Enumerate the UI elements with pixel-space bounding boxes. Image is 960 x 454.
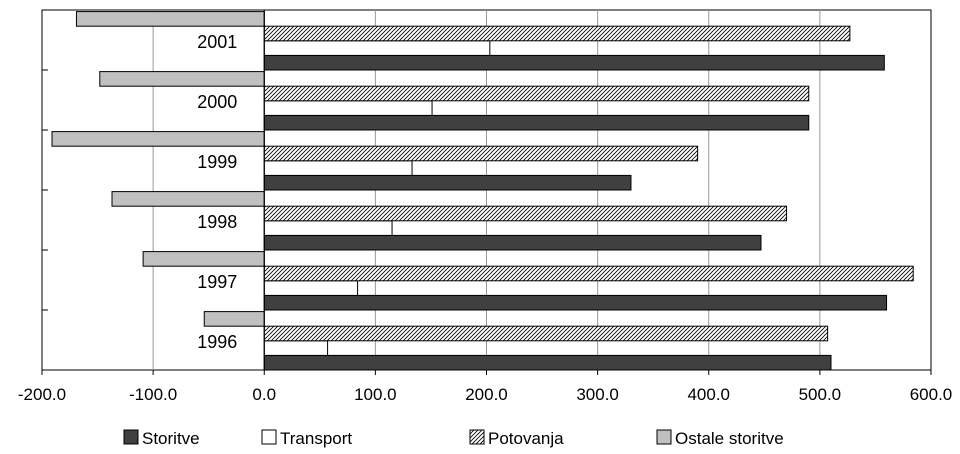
legend-label: Ostale storitve bbox=[675, 429, 784, 448]
bar-ostale-storitve bbox=[203, 311, 265, 327]
category-label: 1996 bbox=[197, 332, 237, 352]
legend-swatch bbox=[123, 429, 139, 445]
x-tick-label: 300.0 bbox=[576, 385, 619, 404]
bar-potovanja bbox=[263, 265, 914, 282]
x-tick-label: 400.0 bbox=[687, 385, 730, 404]
x-tick-label: -100.0 bbox=[129, 385, 177, 404]
bar-transport bbox=[263, 160, 413, 176]
bar-transport bbox=[263, 100, 433, 116]
category-label: 1998 bbox=[197, 212, 237, 232]
category-label: 1999 bbox=[197, 152, 237, 172]
bar-ostale-storitve bbox=[51, 131, 265, 147]
x-tick-label: 600.0 bbox=[910, 385, 953, 404]
legend-label: Potovanja bbox=[488, 429, 564, 448]
category-label: 2001 bbox=[197, 32, 237, 52]
bar-transport bbox=[263, 220, 393, 236]
bar-ostale-storitve bbox=[75, 11, 265, 27]
x-tick-label: 200.0 bbox=[465, 385, 508, 404]
legend-swatch bbox=[656, 429, 672, 445]
x-tick-label: 100.0 bbox=[354, 385, 397, 404]
bar-potovanja bbox=[263, 145, 699, 162]
bar-transport bbox=[263, 280, 359, 296]
plot-area: 1996 1997 1998 1999 2000 2001 -200.0 -100.0 0.0 1… bbox=[18, 9, 953, 404]
bar-ostale-storitve bbox=[142, 251, 265, 267]
bar-storitve bbox=[263, 174, 632, 191]
x-tick-label: 0.0 bbox=[252, 385, 276, 404]
legend-swatch bbox=[469, 429, 485, 445]
bar-storitve bbox=[263, 234, 762, 251]
x-tick-label: 500.0 bbox=[799, 385, 842, 404]
bar-ostale-storitve bbox=[111, 191, 265, 207]
bar-storitve bbox=[263, 294, 888, 311]
bar-transport bbox=[263, 340, 329, 356]
bar-potovanja bbox=[263, 205, 788, 222]
legend-swatch bbox=[261, 429, 277, 445]
legend-label: Transport bbox=[280, 429, 352, 448]
category-label: 1997 bbox=[197, 272, 237, 292]
bar-storitve bbox=[263, 354, 832, 371]
bar-ostale-storitve bbox=[99, 71, 265, 87]
bar-potovanja bbox=[263, 325, 829, 342]
category-label: 2000 bbox=[197, 92, 237, 112]
x-tick-label: -200.0 bbox=[18, 385, 66, 404]
bar-transport bbox=[263, 40, 491, 56]
bar-potovanja bbox=[263, 85, 810, 102]
legend: Storitve Transport Potovanja Ostale storitv… bbox=[123, 429, 784, 448]
bar-storitve bbox=[263, 54, 885, 71]
legend-label: Storitve bbox=[142, 429, 200, 448]
bar-storitve bbox=[263, 114, 810, 131]
bar-potovanja bbox=[263, 25, 851, 42]
